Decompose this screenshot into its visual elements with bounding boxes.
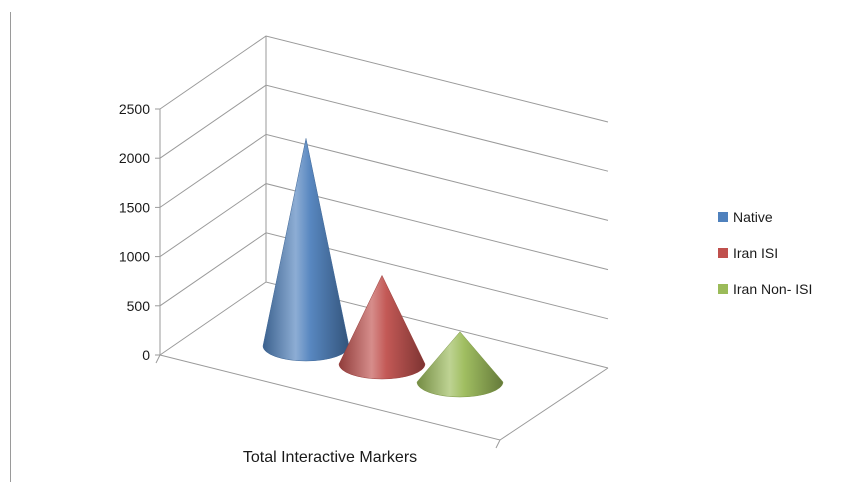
gridline-2000 [159,84,609,172]
floor-corner-tick-left [155,354,161,364]
y-tick-label-500: 500 [127,298,151,314]
gridlines [159,35,609,320]
gridline-1500 [159,133,609,221]
gridline-1000 [159,183,609,271]
legend-swatch-iran-isi [718,248,728,258]
legend-swatch-native [718,212,728,222]
y-tick-label-0: 0 [142,347,150,363]
legend: Native Iran ISI Iran Non- ISI [718,208,812,316]
y-tick-label-2500: 2500 [119,101,150,117]
y-tick-label-2000: 2000 [119,150,150,166]
floor-corner-tick-right [495,439,501,449]
chart-walls [155,36,609,449]
y-tick-label-1500: 1500 [119,199,150,215]
axes [155,108,161,356]
floor-back-edges [159,281,609,369]
legend-item-native: Native [718,208,812,226]
cones [262,138,504,398]
y-axis-tick-labels: 0 500 1000 1500 2000 2500 [119,101,150,363]
legend-item-iran-isi: Iran ISI [718,244,812,262]
legend-label-iran-isi: Iran ISI [733,245,779,261]
cone-iran-non-isi [416,331,504,398]
gridline-500 [159,232,609,320]
left-border-line [10,12,11,482]
cone-native [262,138,350,362]
gridline-2500 [159,35,609,123]
legend-swatch-iran-non-isi [718,284,728,294]
cone-iran-isi [338,274,426,380]
category-label: Total Interactive Markers [243,449,417,466]
legend-item-iran-non-isi: Iran Non- ISI [718,280,812,298]
legend-label-iran-non-isi: Iran Non- ISI [733,281,813,297]
legend-label-native: Native [733,209,773,225]
y-tick-label-1000: 1000 [119,249,150,265]
